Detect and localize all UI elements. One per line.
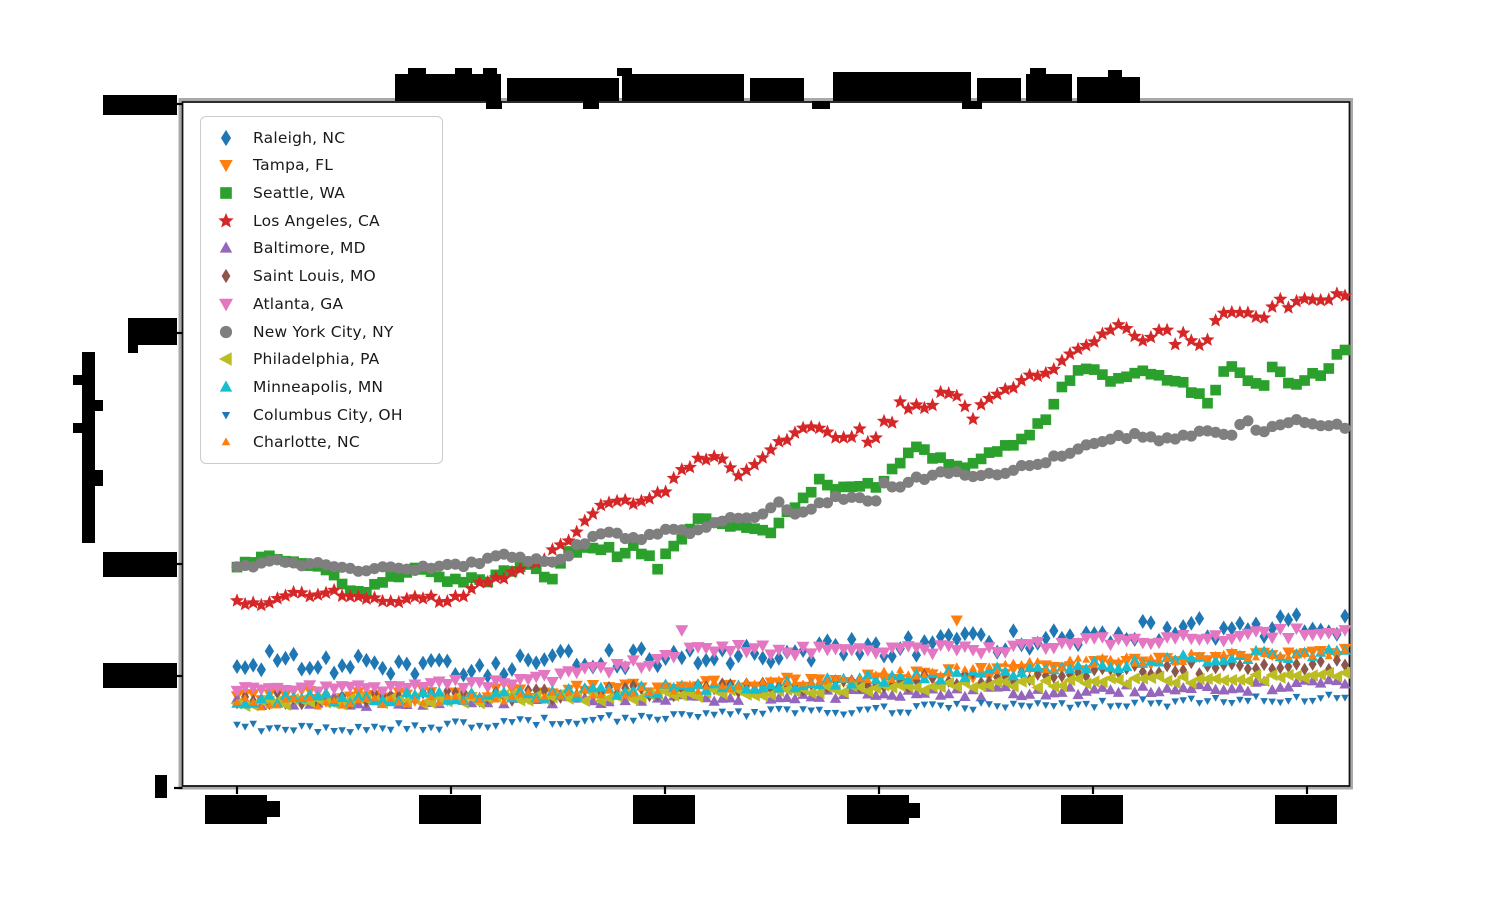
tampa-marker-icon [219,160,233,173]
legend-item-columbus: Columbus City, OH [211,401,442,428]
legend-item-seattle: Seattle, WA [211,179,442,206]
legend-item-atlanta: Atlanta, GA [211,290,442,317]
legend-label: Saint Louis, MO [253,267,376,286]
seattle-marker-icon [220,187,232,199]
legend-item-baltimore: Baltimore, MD [211,235,442,262]
minneapolis-marker-icon [219,380,233,392]
legend-item-tampa: Tampa, FL [211,152,442,179]
legend-item-minneapolis: Minneapolis, MN [211,373,442,400]
charlotte-marker-icon [221,437,231,446]
series-new-york-city-ny [231,414,1351,577]
new-york-marker-icon [219,325,233,338]
legend-label: Charlotte, NC [253,433,360,452]
series-columbus-city-oh [233,691,1349,736]
legend-item-raleigh: Raleigh, NC [211,124,442,151]
legend-item-new-york: New York City, NY [211,318,442,345]
philadelphia-marker-icon [218,352,232,366]
legend-label: Raleigh, NC [253,128,346,147]
legend-item-los-angeles: Los Angeles, CA [211,207,442,234]
legend-label: Seattle, WA [253,183,346,202]
legend-label: Philadelphia, PA [253,350,380,369]
series-atlanta-ga [230,623,1352,699]
legend-item-saint-louis: Saint Louis, MO [211,263,442,290]
legend: Raleigh, NC Tampa, FL Seattle, WA Los An… [200,116,443,464]
legend-label: Baltimore, MD [253,239,366,258]
atlanta-marker-icon [218,298,234,312]
legend-label: Tampa, FL [253,156,334,175]
baltimore-marker-icon [219,241,233,253]
columbus-marker-icon [221,411,231,420]
redacted-title [395,68,1140,109]
legend-label: Minneapolis, MN [253,377,384,396]
legend-label: Los Angeles, CA [253,211,380,230]
redacted-y-tick-labels [103,95,177,798]
data-points [229,286,1353,736]
legend-label: Columbus City, OH [253,405,403,424]
saint-louis-marker-icon [221,269,231,284]
redacted-x-tick-labels [205,795,1337,824]
los-angeles-marker-icon [218,212,234,228]
series-charlotte-nc [233,646,1349,711]
legend-label: Atlanta, GA [253,294,344,313]
redacted-y-axis-label [73,352,103,543]
legend-item-charlotte: Charlotte, NC [211,429,442,456]
legend-label: New York City, NY [253,322,394,341]
raleigh-marker-icon [220,129,232,146]
legend-item-philadelphia: Philadelphia, PA [211,346,442,373]
